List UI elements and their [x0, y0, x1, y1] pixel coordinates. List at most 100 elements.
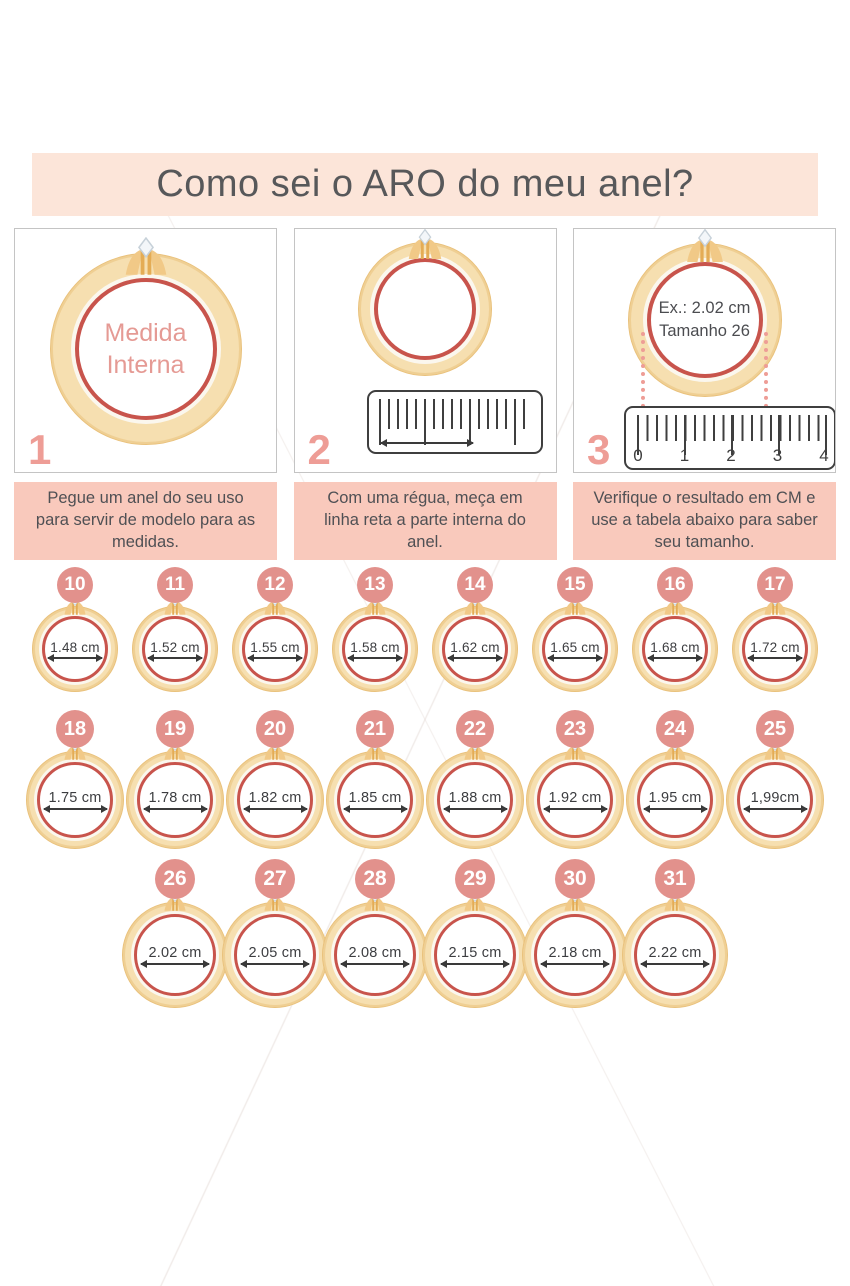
ring-size-cell: 27 2.05 cm [222, 859, 328, 1008]
dotted-guide-right [764, 332, 768, 408]
double-arrow-icon [747, 653, 803, 662]
ring-illustration: 1.52 cm [132, 595, 218, 692]
ring-measure-label: 1.48 cm [50, 639, 100, 655]
ring-measure-label: 1.52 cm [150, 639, 200, 655]
ring-measure-label: 2.18 cm [548, 945, 602, 961]
ring-hole: 2.05 cm [234, 914, 316, 996]
ring-hole: 1.88 cm [437, 762, 513, 838]
ring-band: 1.78 cm [126, 751, 224, 849]
ring-hole: 2.15 cm [434, 914, 516, 996]
step-2-box: 2 [293, 228, 557, 473]
ring-size-cell: 11 1.52 cm [125, 567, 225, 692]
ring-band: 2.02 cm [122, 902, 228, 1008]
step-3-caption-text: Verifique o resultado em CM e use a tabe… [591, 489, 818, 551]
ring-band: 1,99cm [726, 751, 824, 849]
ring-illustration: 1.88 cm [426, 740, 524, 849]
example-measure-label: Ex.: 2.02 cm Tamanho 26 [659, 297, 751, 343]
ring-hole: 1.65 cm [542, 616, 608, 682]
double-arrow-icon [339, 960, 411, 968]
ring-size-cell: 19 1.78 cm [125, 710, 225, 849]
step-2-caption: Com uma régua, meça em linha reta a part… [293, 482, 557, 560]
ring-illustration: 1.72 cm [732, 595, 818, 692]
ring-size-guide: Como sei o ARO do meu anel? Medida [0, 153, 850, 1008]
step-3-box: Ex.: 2.02 cm Tamanho 26 0 1 2 3 4 [573, 228, 836, 473]
ring-band: 2.08 cm [322, 902, 428, 1008]
inner-measure-line1: Medida [104, 318, 187, 347]
size-badge: 20 [256, 710, 294, 748]
ring-hole: 1.68 cm [642, 616, 708, 682]
step-3-number: 3 [587, 425, 611, 473]
ring-hole: 1.62 cm [442, 616, 508, 682]
size-badge: 24 [656, 710, 694, 748]
ring-size-cell: 24 1.95 cm [625, 710, 725, 849]
diamond-icon [686, 229, 723, 262]
size-badge: 16 [657, 567, 693, 603]
double-arrow-icon [539, 960, 611, 968]
ring-illustration: 1,99cm [726, 740, 824, 849]
size-badge: 17 [757, 567, 793, 603]
step-2-number: 2 [307, 425, 331, 473]
size-badge: 23 [556, 710, 594, 748]
diamond-icon [125, 237, 166, 275]
ring-illustration: 2.15 cm [422, 891, 528, 1008]
ring-illustration: 1.55 cm [232, 595, 318, 692]
ring-band: 1.55 cm [232, 606, 318, 692]
ring-band: 1.62 cm [432, 606, 518, 692]
ring-band: 1.88 cm [426, 751, 524, 849]
dotted-guide-left [641, 332, 645, 408]
size-badge: 25 [756, 710, 794, 748]
ring-band: 1.65 cm [532, 606, 618, 692]
ring-hole: 1.75 cm [37, 762, 113, 838]
double-arrow-icon [147, 653, 203, 662]
size-chart-row: 18 1.75 cm 19 [0, 710, 850, 849]
step-1-caption-text: Pegue um anel do seu uso para servir de … [35, 489, 256, 551]
ring-illustration: 1.75 cm [26, 740, 124, 849]
ring-hole: 1.92 cm [537, 762, 613, 838]
ring-measure-label: 1.72 cm [750, 639, 800, 655]
ring-band: 1.72 cm [732, 606, 818, 692]
size-badge: 29 [455, 859, 495, 899]
ring-hole: Medida Interna [74, 278, 217, 420]
step-2-ring-illustration [358, 229, 492, 376]
ring-illustration: 1.48 cm [32, 595, 118, 692]
size-badge: 28 [355, 859, 395, 899]
ruler-number: 4 [819, 446, 829, 465]
double-arrow-icon [47, 653, 103, 662]
ring-size-cell: 22 1.88 cm [425, 710, 525, 849]
ruler-ticks-big [637, 415, 829, 455]
ring-hole: 1.55 cm [242, 616, 308, 682]
steps-row: Medida Interna 1 Pegue um anel do seu us… [14, 228, 836, 560]
ring-size-cell: 17 1.72 cm [725, 567, 825, 692]
example-measure-line1: Ex.: 2.02 cm [658, 298, 751, 317]
ring-illustration: 2.02 cm [122, 891, 228, 1008]
step-1-box: Medida Interna 1 [14, 228, 277, 473]
ring-size-cell: 25 1,99cm [725, 710, 825, 849]
ring-illustration: 1.62 cm [432, 595, 518, 692]
ruler-ticks-big [378, 399, 531, 445]
ring-hole: 1.85 cm [337, 762, 413, 838]
ring-illustration: 2.22 cm [622, 891, 728, 1008]
step-1-caption: Pegue um anel do seu uso para servir de … [14, 482, 277, 560]
ring-measure-label: 2.22 cm [648, 945, 702, 961]
ring-illustration: 1.65 cm [532, 595, 618, 692]
ring-band: 1.58 cm [332, 606, 418, 692]
ring-hole: 1.82 cm [237, 762, 313, 838]
ring-hole: Ex.: 2.02 cm Tamanho 26 [646, 262, 763, 378]
double-arrow-icon [647, 653, 703, 662]
size-badge: 12 [257, 567, 293, 603]
double-arrow-icon [639, 960, 711, 968]
double-arrow-icon [342, 805, 408, 813]
ring-size-cell: 21 1.85 cm [325, 710, 425, 849]
double-arrow-icon [547, 653, 603, 662]
ring-measure-label: 2.02 cm [148, 945, 202, 961]
ring-hole: 2.22 cm [634, 914, 716, 996]
double-arrow-icon [742, 805, 808, 813]
size-chart-row: 26 2.02 cm 27 [0, 859, 850, 1008]
page-title: Como sei o ARO do meu anel? [156, 163, 694, 205]
diamond-icon [264, 740, 286, 760]
ring-size-cell: 12 1.55 cm [225, 567, 325, 692]
size-badge: 10 [57, 567, 93, 603]
ruler-numbers: 0 1 2 3 4 [630, 446, 832, 466]
ring-size-cell: 15 1.65 cm [525, 567, 625, 692]
step-3-ring-illustration: Ex.: 2.02 cm Tamanho 26 [627, 229, 782, 397]
